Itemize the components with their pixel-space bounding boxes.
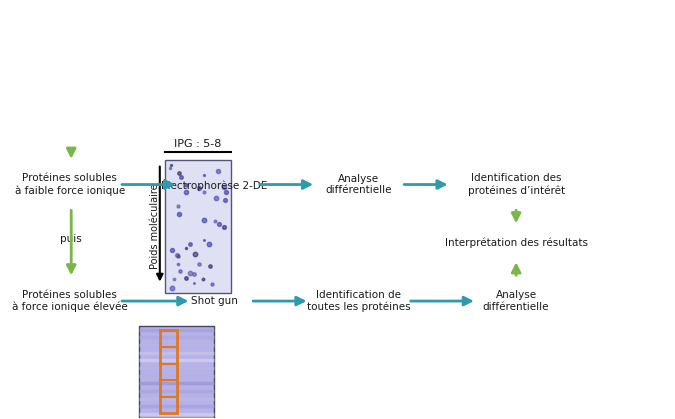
FancyBboxPatch shape xyxy=(165,160,231,293)
Text: Identification des
protéines d’intérêt: Identification des protéines d’intérêt xyxy=(468,173,565,196)
Text: Shot gun: Shot gun xyxy=(191,296,238,306)
Text: Analyse
différentielle: Analyse différentielle xyxy=(325,174,392,195)
Text: Protéines solubles
à force ionique élevée: Protéines solubles à force ionique élevé… xyxy=(12,290,128,312)
Text: Poids moléculaire: Poids moléculaire xyxy=(151,184,160,269)
Text: puis: puis xyxy=(60,234,82,243)
FancyBboxPatch shape xyxy=(139,326,214,418)
Text: Analyse
différentielle: Analyse différentielle xyxy=(483,290,549,312)
Text: IPG : 5-8: IPG : 5-8 xyxy=(174,139,221,149)
Text: Protéines solubles
à faible force ionique: Protéines solubles à faible force ioniqu… xyxy=(15,173,125,196)
Text: Identification de
toutes les protéines: Identification de toutes les protéines xyxy=(307,290,410,312)
Text: Interprétation des résultats: Interprétation des résultats xyxy=(445,238,588,248)
Text: Électrophorèse 2-DE: Électrophorèse 2-DE xyxy=(161,178,267,191)
